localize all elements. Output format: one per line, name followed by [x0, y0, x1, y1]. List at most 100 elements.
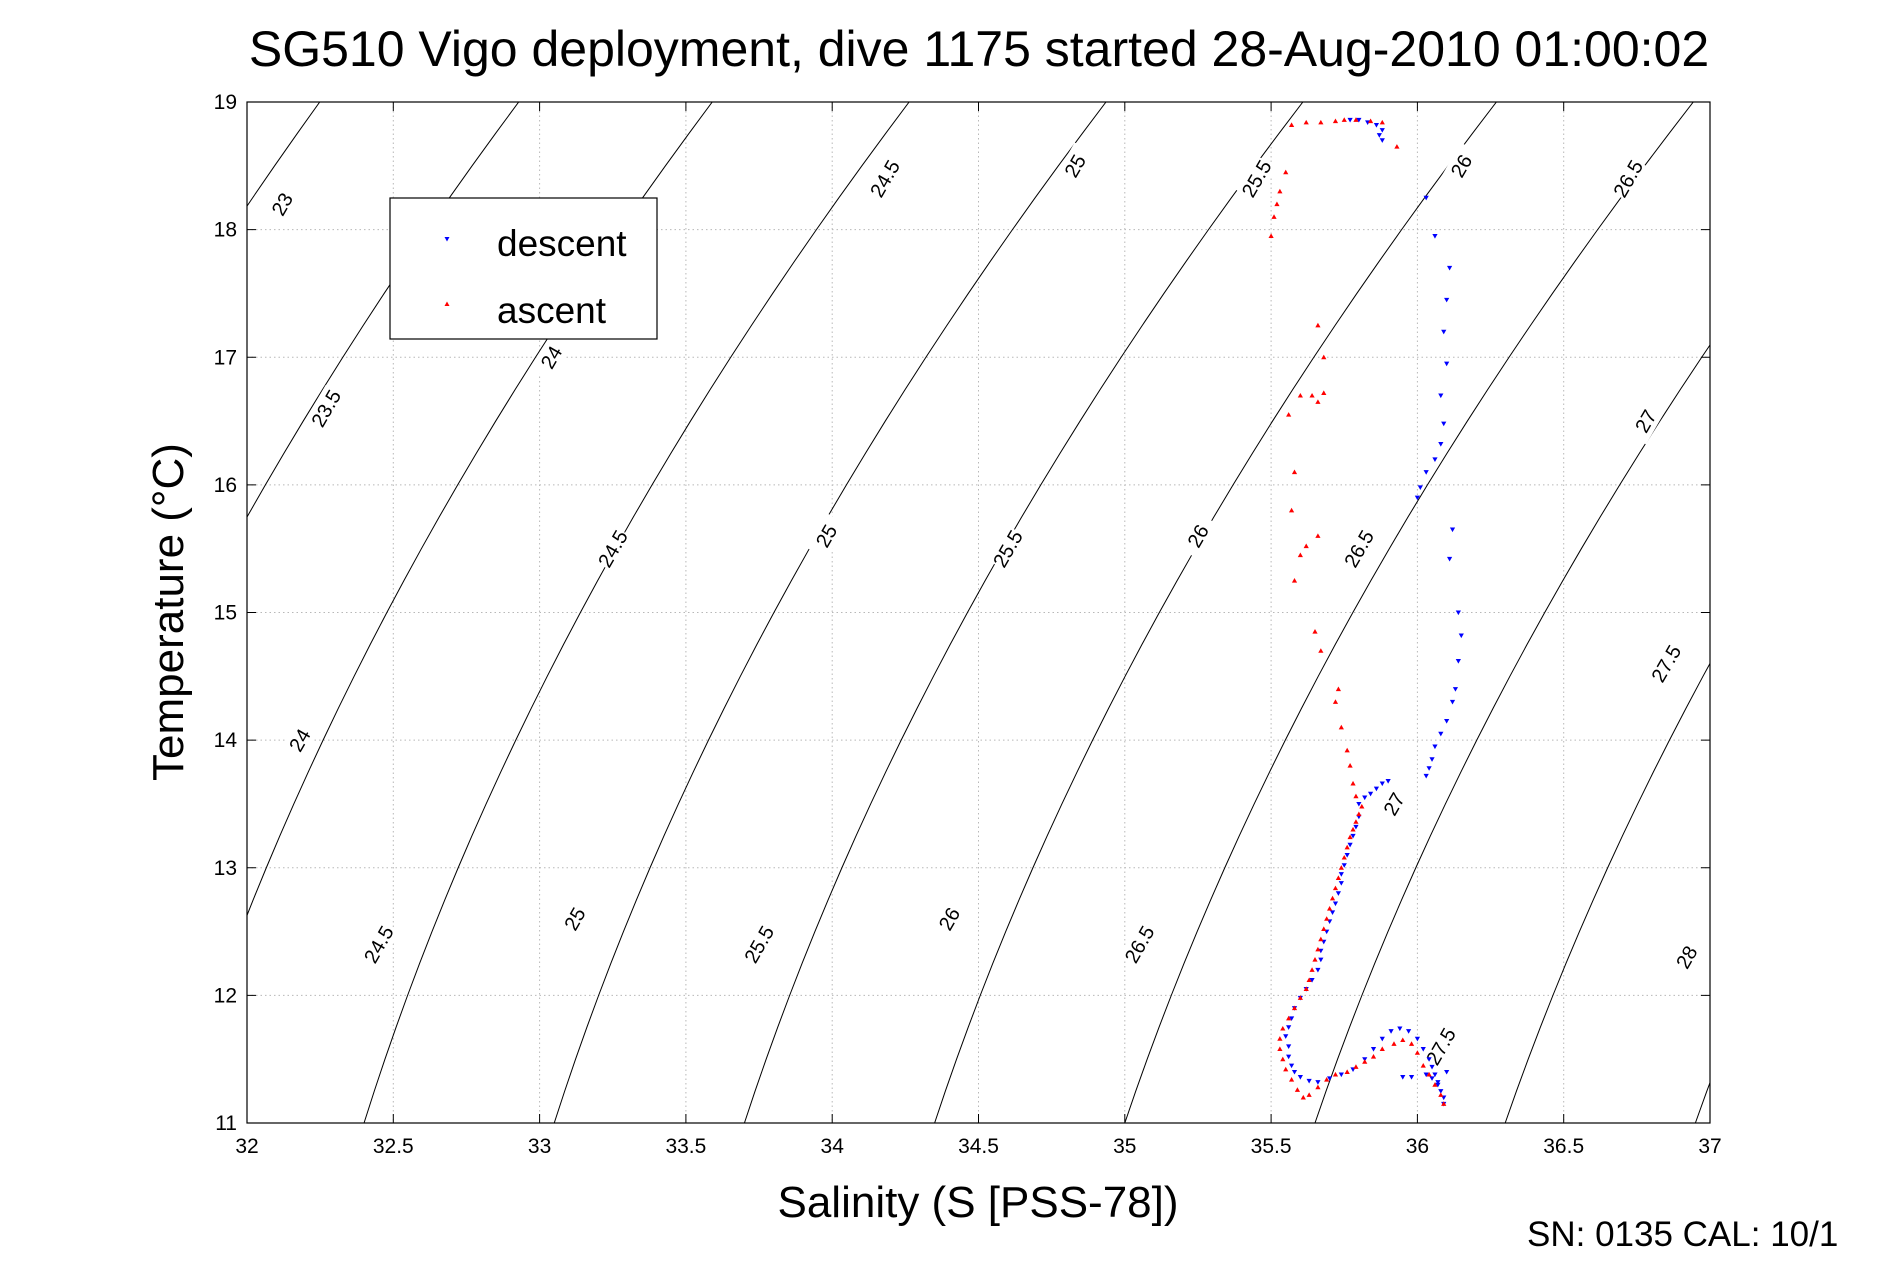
- descent-point: [1432, 234, 1438, 239]
- x-tick-label: 33.5: [665, 1135, 706, 1158]
- descent-point: [1370, 1046, 1377, 1052]
- contour-label-background: [530, 333, 572, 381]
- ascent-point: [1332, 118, 1339, 124]
- ascent-point: [1370, 1054, 1377, 1059]
- descent-point: [1344, 852, 1350, 858]
- descent-point: [1332, 901, 1339, 907]
- descent-point: [1429, 757, 1435, 762]
- descent-point: [1318, 957, 1324, 963]
- descent-point: [1288, 1016, 1295, 1021]
- contour-label-background: [261, 180, 303, 228]
- descent-point: [1438, 442, 1444, 447]
- chart-title: SG510 Vigo deployment, dive 1175 started…: [249, 21, 1709, 77]
- descent-point: [1385, 778, 1391, 784]
- descent-point: [1423, 195, 1429, 201]
- contour-label-background: [305, 384, 347, 432]
- ascent-point: [1277, 1036, 1283, 1041]
- descent-point: [1441, 421, 1447, 427]
- x-tick-label: 36: [1406, 1135, 1429, 1158]
- contour-label-background: [928, 895, 970, 943]
- descent-point: [1329, 910, 1336, 916]
- descent-point: [1432, 1072, 1438, 1078]
- ascent-point: [1277, 1046, 1283, 1051]
- contour-label-background: [1373, 780, 1415, 828]
- contour-label-background: [554, 895, 596, 943]
- ascent-point: [1347, 834, 1353, 840]
- ascent-point: [1344, 1069, 1350, 1074]
- ascent-point: [1338, 724, 1344, 730]
- contour-label-background: [987, 525, 1029, 573]
- ascent-point: [1420, 1062, 1426, 1068]
- descent-point: [1350, 833, 1356, 839]
- descent-point: [1297, 1075, 1303, 1080]
- y-tick-label: 15: [214, 602, 237, 625]
- ascent-point: [1394, 144, 1400, 149]
- ascent-point: [1391, 1041, 1397, 1046]
- descent-point: [1429, 1064, 1435, 1070]
- descent-point: [1435, 1080, 1441, 1085]
- x-axis-label: Salinity (S [PSS-78]): [777, 1178, 1178, 1227]
- descent-point: [1327, 1076, 1333, 1081]
- y-tick-label: 13: [214, 857, 237, 880]
- x-tick-label: 36.5: [1543, 1135, 1584, 1158]
- ascent-point: [1274, 201, 1280, 207]
- y-tick-label: 19: [214, 91, 237, 114]
- ascent-point: [1303, 543, 1309, 549]
- ascent-point: [1362, 1059, 1368, 1064]
- contour-label-background: [1236, 155, 1277, 202]
- descent-point: [1449, 527, 1456, 533]
- y-axis-ticks: 11 12 13 14 15 16 17 18 19: [214, 91, 1710, 1135]
- contour-label-background: [805, 512, 847, 560]
- descent-point: [1362, 795, 1368, 801]
- ascent-point: [1344, 747, 1350, 753]
- ascent-point: [1379, 1046, 1385, 1051]
- density-contour-line: [553, 102, 1107, 1123]
- contour-label-background: [1666, 933, 1707, 981]
- y-axis-label: Temperature (°C): [144, 443, 193, 781]
- contour-label-background: [279, 716, 321, 764]
- descent-point: [1291, 1069, 1298, 1075]
- descent-point: [1347, 117, 1353, 123]
- ascent-point: [1324, 916, 1330, 921]
- descent-point: [1335, 891, 1341, 896]
- descent-point: [1441, 329, 1447, 335]
- ascent-point: [1344, 844, 1350, 850]
- descent-point: [1347, 842, 1353, 848]
- x-tick-label: 32: [235, 1135, 258, 1158]
- descent-point: [1444, 718, 1450, 724]
- ascent-point: [1347, 763, 1353, 768]
- y-tick-label: 11: [215, 1112, 237, 1135]
- descent-point: [1406, 1029, 1412, 1034]
- descent-point: [1315, 1080, 1321, 1085]
- descent-point: [1429, 1076, 1435, 1081]
- descent-point: [1367, 791, 1374, 797]
- ascent-point: [1353, 1064, 1359, 1069]
- ascent-point: [1327, 905, 1333, 911]
- descent-point: [1356, 801, 1362, 807]
- density-contour-line: [1124, 102, 1694, 1123]
- legend-ascent-marker: [444, 301, 450, 306]
- ascent-series: [1268, 117, 1447, 1106]
- ascent-point: [1353, 793, 1359, 799]
- y-tick-label: 12: [214, 984, 237, 1007]
- ascent-point: [1315, 533, 1321, 538]
- descent-point: [1444, 297, 1450, 303]
- descent-point: [1452, 687, 1459, 692]
- ascent-point: [1341, 854, 1347, 860]
- ascent-point: [1288, 1077, 1295, 1082]
- ascent-point: [1283, 1066, 1289, 1072]
- descent-point: [1408, 1075, 1415, 1080]
- legend-ascent-label: ascent: [497, 290, 607, 331]
- ascent-point: [1268, 233, 1274, 239]
- ascent-point: [1309, 967, 1315, 972]
- ascent-point: [1303, 986, 1309, 991]
- descent-point: [1438, 731, 1444, 737]
- contour-label-background: [1440, 142, 1482, 190]
- contour-label-background: [1119, 921, 1160, 968]
- descent-point: [1414, 495, 1420, 501]
- ascent-point: [1306, 1092, 1312, 1097]
- ascent-point: [1288, 507, 1295, 513]
- descent-point: [1423, 773, 1429, 779]
- descent-series: [1283, 117, 1464, 1107]
